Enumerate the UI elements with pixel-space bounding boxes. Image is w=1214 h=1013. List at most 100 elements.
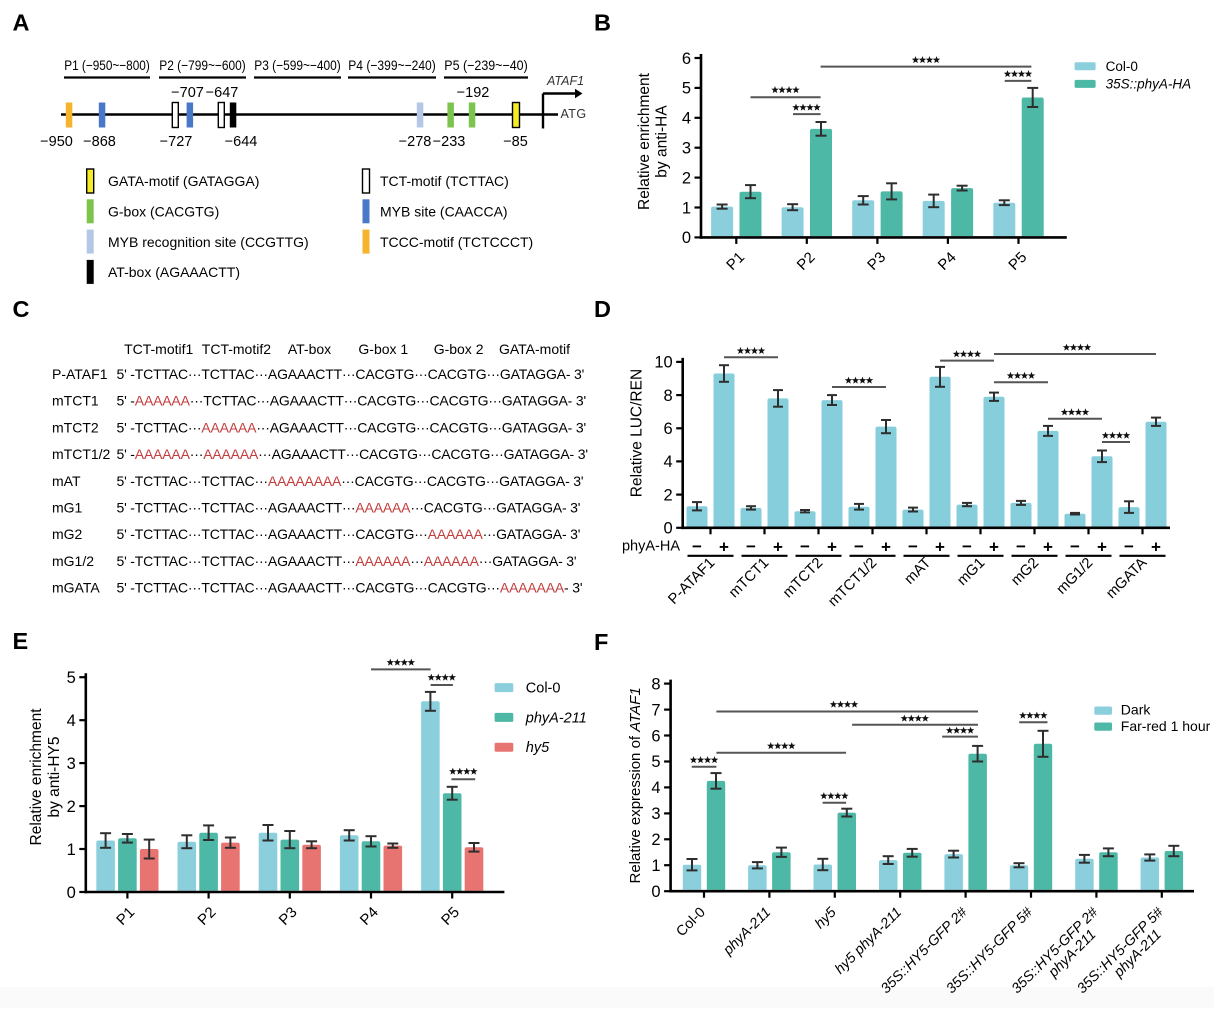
svg-text:−: − xyxy=(1070,537,1080,556)
svg-text:−707: −707 xyxy=(171,85,204,101)
svg-text:Relative expression of ATAF1: Relative expression of ATAF1 xyxy=(627,687,644,883)
svg-text:+: + xyxy=(827,538,837,557)
svg-text:ATG: ATG xyxy=(561,107,587,121)
svg-text:1: 1 xyxy=(651,857,660,875)
svg-text:5' -TCTTAC···TCTTAC···AGAAACTT: 5' -TCTTAC···TCTTAC···AGAAACTT···AAAAAA·… xyxy=(117,500,581,516)
svg-text:3: 3 xyxy=(682,140,691,158)
svg-text:by anti-HY5: by anti-HY5 xyxy=(46,737,63,818)
svg-text:35S::phyA-HA: 35S::phyA-HA xyxy=(1106,77,1192,92)
svg-text:TCT-motif (TCTTAC): TCT-motif (TCTTAC) xyxy=(380,173,509,189)
svg-text:ATAF1: ATAF1 xyxy=(546,74,584,88)
svg-text:−647: −647 xyxy=(206,85,239,101)
svg-text:0: 0 xyxy=(664,520,673,538)
svg-text:0: 0 xyxy=(651,883,660,901)
svg-text:2: 2 xyxy=(664,486,673,504)
svg-text:3: 3 xyxy=(67,755,76,773)
svg-text:−727: −727 xyxy=(160,134,193,150)
svg-text:hy5: hy5 xyxy=(526,740,550,756)
svg-text:−: − xyxy=(854,537,864,556)
svg-text:mTCT1: mTCT1 xyxy=(52,393,99,409)
svg-text:P3 (−599~−400): P3 (−599~−400) xyxy=(254,57,341,73)
svg-text:P-ATAF1: P-ATAF1 xyxy=(52,366,108,382)
svg-text:P5 (−239~−40): P5 (−239~−40) xyxy=(444,57,528,73)
svg-text:6: 6 xyxy=(651,727,660,745)
svg-text:5: 5 xyxy=(651,753,660,771)
svg-text:6: 6 xyxy=(664,420,673,438)
svg-text:5' -TCTTAC···TCTTAC···AAAAAAAA: 5' -TCTTAC···TCTTAC···AAAAAAAA···CACGTG·… xyxy=(117,473,584,489)
svg-text:+: + xyxy=(1151,538,1161,557)
svg-text:5' -TCTTAC···TCTTAC···AGAAACTT: 5' -TCTTAC···TCTTAC···AGAAACTT···AAAAAA·… xyxy=(117,553,577,569)
svg-text:4: 4 xyxy=(664,453,673,471)
svg-text:+: + xyxy=(881,538,891,557)
svg-text:−192: −192 xyxy=(457,85,490,101)
svg-text:Relative LUC/REN: Relative LUC/REN xyxy=(629,369,646,497)
svg-text:5' -AAAAAA···AAAAAA···AGAAACTT: 5' -AAAAAA···AAAAAA···AGAAACTT···CACGTG·… xyxy=(117,446,588,462)
svg-text:C: C xyxy=(13,296,30,322)
svg-text:−233: −233 xyxy=(433,134,466,150)
svg-text:mG1: mG1 xyxy=(52,500,83,516)
svg-text:A: A xyxy=(13,10,30,36)
svg-text:−278: −278 xyxy=(399,134,432,150)
svg-text:MYB recognition site (CCGTTG): MYB recognition site (CCGTTG) xyxy=(108,234,309,250)
svg-text:Relative enrichment: Relative enrichment xyxy=(28,708,45,846)
svg-text:TCCC-motif (TCTCCCT): TCCC-motif (TCTCCCT) xyxy=(380,234,533,250)
svg-text:−85: −85 xyxy=(503,134,528,150)
svg-text:mTCT1/2: mTCT1/2 xyxy=(52,446,111,462)
svg-text:mAT: mAT xyxy=(52,473,81,489)
svg-text:7: 7 xyxy=(651,701,660,719)
svg-text:−: − xyxy=(746,537,756,556)
svg-text:−644: −644 xyxy=(225,134,258,150)
svg-text:4: 4 xyxy=(682,110,691,128)
svg-text:6: 6 xyxy=(682,50,691,68)
svg-text:2: 2 xyxy=(682,169,691,187)
svg-text:G-box (CACGTG): G-box (CACGTG) xyxy=(108,204,219,220)
svg-text:−: − xyxy=(800,537,810,556)
svg-text:−: − xyxy=(962,537,972,556)
svg-text:E: E xyxy=(13,628,29,654)
svg-text:Relative enrichment: Relative enrichment xyxy=(636,72,653,210)
svg-text:phyA-HA: phyA-HA xyxy=(622,539,680,555)
svg-text:+: + xyxy=(719,538,729,557)
svg-text:AT-box (AGAAACTT): AT-box (AGAAACTT) xyxy=(108,264,240,280)
svg-text:−: − xyxy=(908,537,918,556)
svg-text:TCT-motif2: TCT-motif2 xyxy=(202,341,271,357)
svg-text:8: 8 xyxy=(651,675,660,693)
svg-text:mTCT2: mTCT2 xyxy=(52,419,99,435)
svg-text:by anti-HA: by anti-HA xyxy=(653,105,670,178)
svg-text:8: 8 xyxy=(664,387,673,405)
svg-text:1: 1 xyxy=(67,841,76,859)
svg-text:10: 10 xyxy=(654,354,672,372)
svg-text:F: F xyxy=(594,629,608,655)
svg-text:mG2: mG2 xyxy=(52,526,83,542)
svg-text:mG1/2: mG1/2 xyxy=(52,553,94,569)
svg-text:−868: −868 xyxy=(83,134,116,150)
svg-text:G-box 2: G-box 2 xyxy=(434,341,484,357)
svg-text:−: − xyxy=(692,537,702,556)
svg-text:−: − xyxy=(1124,537,1134,556)
svg-text:MYB site (CAACCA): MYB site (CAACCA) xyxy=(380,204,508,220)
svg-text:GATA-motif (GATAGGA): GATA-motif (GATAGGA) xyxy=(108,173,259,189)
svg-text:0: 0 xyxy=(682,229,691,247)
svg-text:Far-red 1 hour: Far-red 1 hour xyxy=(1121,718,1211,734)
svg-text:Dark: Dark xyxy=(1121,702,1152,718)
svg-text:TCT-motif1: TCT-motif1 xyxy=(124,341,193,357)
svg-text:5: 5 xyxy=(682,80,691,98)
svg-text:+: + xyxy=(1097,538,1107,557)
svg-text:AT-box: AT-box xyxy=(288,341,331,357)
svg-text:G-box 1: G-box 1 xyxy=(358,341,408,357)
svg-text:P1 (−950~−800): P1 (−950~−800) xyxy=(64,57,150,73)
svg-text:4: 4 xyxy=(651,779,660,797)
svg-text:−950: −950 xyxy=(40,134,73,150)
svg-text:B: B xyxy=(594,10,611,36)
svg-text:5' -AAAAAA···TCTTAC···AGAAACTT: 5' -AAAAAA···TCTTAC···AGAAACTT···CACGTG·… xyxy=(117,393,586,409)
svg-text:5' -TCTTAC···TCTTAC···AGAAACTT: 5' -TCTTAC···TCTTAC···AGAAACTT···CACGTG·… xyxy=(117,526,581,542)
svg-text:4: 4 xyxy=(67,712,76,730)
svg-text:5' -TCTTAC···AAAAAA···AGAAACTT: 5' -TCTTAC···AAAAAA···AGAAACTT···CACGTG·… xyxy=(117,419,586,435)
svg-text:Col-0: Col-0 xyxy=(526,681,561,697)
svg-text:D: D xyxy=(594,296,611,322)
svg-text:mGATA: mGATA xyxy=(52,580,100,596)
svg-text:−: − xyxy=(1016,537,1026,556)
svg-text:+: + xyxy=(1043,538,1053,557)
svg-text:+: + xyxy=(935,538,945,557)
svg-text:2: 2 xyxy=(67,798,76,816)
